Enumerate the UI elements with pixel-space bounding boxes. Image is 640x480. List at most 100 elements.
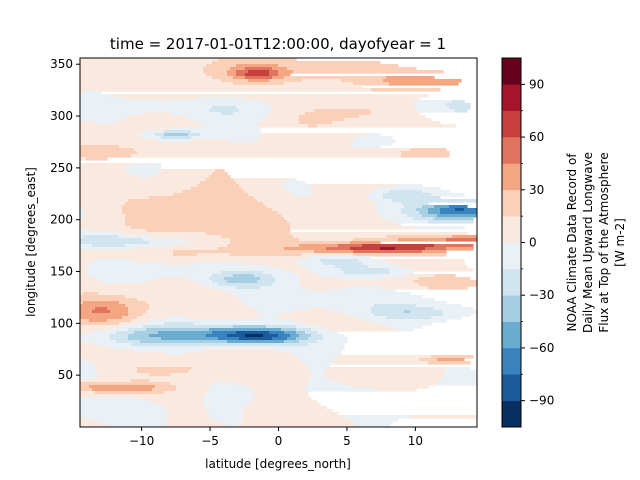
contour-cell: [80, 232, 123, 236]
contour-cell: [212, 106, 237, 110]
contour-cell: [326, 247, 351, 251]
contour-cell: [86, 157, 108, 161]
contour-cell: [137, 316, 168, 320]
colorbar-swatch: [502, 242, 521, 270]
contour-cell: [254, 394, 309, 398]
contour-cell: [167, 418, 213, 422]
contour-cell: [308, 379, 333, 383]
contour-cell: [209, 175, 231, 179]
contour-cell: [80, 262, 90, 266]
contour-cell: [128, 199, 258, 203]
contour-cell: [380, 247, 396, 251]
contour-cell: [341, 382, 438, 386]
contour-cell: [191, 136, 261, 140]
contour-cell: [305, 364, 330, 368]
contour-cell: [146, 328, 210, 332]
contour-cell: [80, 58, 219, 62]
colorbar-swatch: [502, 400, 521, 428]
y-tick-label: 200: [50, 213, 73, 227]
contour-cell: [293, 70, 444, 74]
contour-cell: [80, 271, 87, 275]
contour-cell: [164, 424, 228, 427]
contour-cell: [257, 139, 354, 143]
y-tick-label: 100: [50, 316, 73, 330]
contour-cell: [80, 220, 126, 224]
contour-cell: [107, 424, 165, 427]
contour-cell: [389, 82, 459, 86]
contour-cell: [320, 259, 360, 263]
contour-cell: [80, 85, 363, 89]
contour-cell: [293, 235, 387, 239]
contour-cell: [125, 202, 264, 206]
contour-cell: [326, 367, 447, 371]
contour-cell: [335, 265, 369, 269]
contour-cell: [212, 280, 228, 284]
contour-cell: [254, 274, 273, 278]
contour-cell: [257, 199, 372, 203]
contour-cell: [212, 382, 237, 386]
contour-cell: [122, 211, 279, 215]
contour-cell: [206, 409, 243, 413]
contour-cell: [230, 67, 246, 71]
contour-cell: [80, 310, 93, 314]
contour-cell: [80, 211, 84, 215]
contour-cell: [383, 193, 432, 197]
contour-cell: [260, 121, 300, 125]
contour-cell: [281, 328, 297, 332]
contour-cell: [80, 382, 171, 386]
contour-cell: [305, 331, 318, 335]
contour-cell: [368, 193, 384, 197]
contour-cell: [140, 175, 150, 179]
contour-cell: [293, 193, 312, 197]
contour-cell: [419, 211, 429, 215]
y-tick-label: 300: [50, 109, 73, 123]
contour-cell: [95, 391, 165, 395]
contour-cell: [275, 280, 300, 284]
contour-cell: [95, 307, 108, 311]
contour-cell: [446, 103, 471, 107]
contour-cell: [242, 409, 333, 413]
contour-cell: [188, 277, 210, 281]
contour-cell: [80, 151, 138, 155]
contour-cell: [149, 175, 210, 179]
contour-cell: [80, 100, 162, 104]
contour-cell: [80, 391, 96, 395]
contour-cell: [80, 265, 87, 269]
contour-cell: [194, 280, 213, 284]
contour-cell: [119, 322, 138, 326]
contour-cell: [80, 91, 84, 95]
contour-cell: [149, 307, 252, 311]
contour-cell: [299, 121, 333, 125]
contour-cell: [164, 133, 189, 137]
colorbar-tick-label: −60: [529, 341, 554, 355]
contour-cell: [206, 178, 234, 182]
contour-cell: [443, 313, 471, 317]
contour-cell: [80, 76, 213, 80]
contour-cell: [80, 337, 111, 341]
contour-cell: [242, 415, 345, 419]
x-tick-label: 0: [275, 434, 283, 448]
contour-cell: [299, 340, 318, 344]
contour-cell: [452, 235, 477, 239]
contour-cell: [245, 97, 420, 101]
contour-cell: [299, 238, 354, 242]
contour-cell: [122, 316, 138, 320]
contour-cell: [116, 340, 141, 344]
contour-cell: [404, 205, 423, 209]
contour-cell: [80, 343, 96, 347]
contour-cell: [266, 205, 378, 209]
x-tick-label: 5: [343, 434, 351, 448]
contour-cell: [248, 79, 270, 83]
contour-cell: [80, 406, 165, 410]
contour-cell: [380, 214, 408, 218]
contour-cell: [80, 133, 138, 137]
contour-cell: [158, 139, 192, 143]
contour-cell: [89, 274, 213, 278]
contour-cell: [239, 109, 273, 113]
contour-cell: [161, 169, 216, 173]
y-tick-label: 50: [58, 368, 73, 382]
contour-cell: [116, 331, 135, 335]
colorbar-label-line: Daily Mean Upward Longwave: [581, 152, 595, 333]
contour-cell: [407, 214, 423, 218]
contour-cell: [206, 232, 291, 236]
